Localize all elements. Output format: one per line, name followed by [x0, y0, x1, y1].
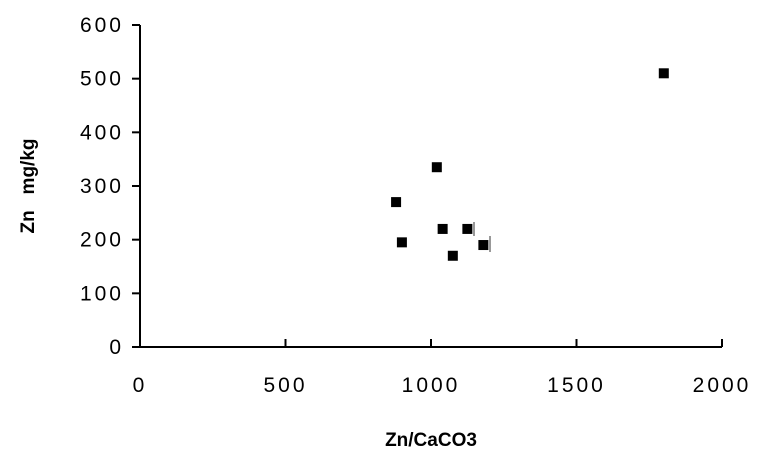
x-axis-title: Zn/CaCO3 — [385, 430, 477, 451]
y-tick-label: 200 — [80, 229, 124, 252]
data-point — [462, 223, 473, 234]
x-tick-label: 1000 — [402, 374, 461, 397]
y-tick-label: 0 — [109, 336, 124, 359]
ticks — [132, 24, 723, 348]
data-points — [391, 68, 669, 261]
x-tick-label: 0 — [133, 374, 148, 397]
y-tick-label: 300 — [80, 175, 124, 198]
data-point — [396, 237, 407, 248]
data-point — [658, 68, 669, 79]
data-point — [478, 240, 489, 251]
y-tick-label: 500 — [80, 68, 124, 91]
data-point — [431, 162, 442, 173]
x-tick-label: 500 — [263, 374, 307, 397]
data-point — [391, 197, 402, 208]
x-tick-label: 2000 — [693, 374, 752, 397]
data-point — [437, 223, 448, 234]
data-point — [447, 250, 458, 261]
y-tick-label: 400 — [80, 121, 124, 144]
y-tick-label: 600 — [80, 14, 124, 37]
tick-labels: 0 100 200 300 400 500 600 0 500 1000 1500 2000 — [80, 14, 752, 397]
y-tick-label: 100 — [80, 282, 124, 305]
axes — [139, 25, 722, 348]
x-tick-label: 1500 — [547, 374, 606, 397]
y-axis-title: Zn mg/kg — [18, 139, 39, 234]
